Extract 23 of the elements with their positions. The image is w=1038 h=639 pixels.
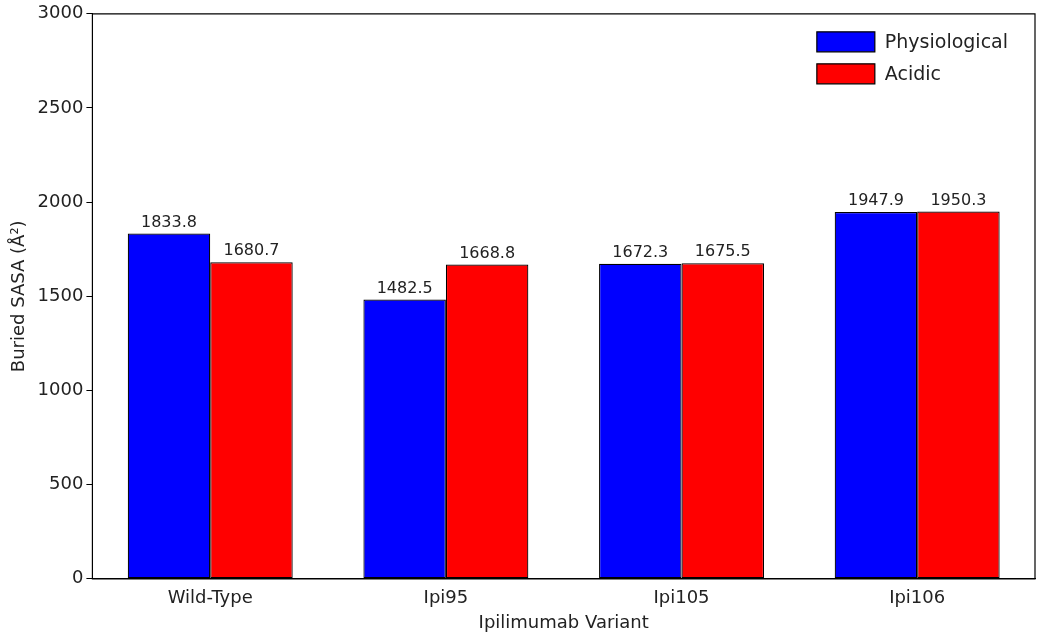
x-tick-label: Wild-Type xyxy=(167,586,253,608)
y-tick-label: 0 xyxy=(71,566,84,588)
y-tick-label: 2500 xyxy=(37,95,84,117)
data-label: 1680.7 xyxy=(223,240,280,260)
x-axis-title: Ipilimumab Variant xyxy=(478,610,649,632)
y-tick-label: 1000 xyxy=(37,378,84,400)
data-label: 1672.3 xyxy=(612,242,669,262)
legend-label: Physiological xyxy=(884,29,1009,52)
x-tick-label: Ipi105 xyxy=(653,586,710,608)
y-tick-label: 3000 xyxy=(37,1,84,23)
data-label: 1482.5 xyxy=(376,277,433,297)
y-tick-label: 500 xyxy=(49,472,84,494)
y-axis-title: Buried SASA (Å²) xyxy=(7,220,29,373)
data-label: 1668.8 xyxy=(459,242,516,262)
legend-label: Acidic xyxy=(884,61,942,84)
x-tick-label: Ipi106 xyxy=(889,586,946,608)
y-tick-label: 2000 xyxy=(37,189,84,211)
data-label: 1947.9 xyxy=(847,190,904,210)
data-label: 1675.5 xyxy=(694,241,751,261)
data-label: 1833.8 xyxy=(141,211,197,231)
data-label: 1950.3 xyxy=(930,189,987,209)
y-tick-label: 1500 xyxy=(37,283,84,305)
x-tick-label: Ipi95 xyxy=(423,586,469,608)
